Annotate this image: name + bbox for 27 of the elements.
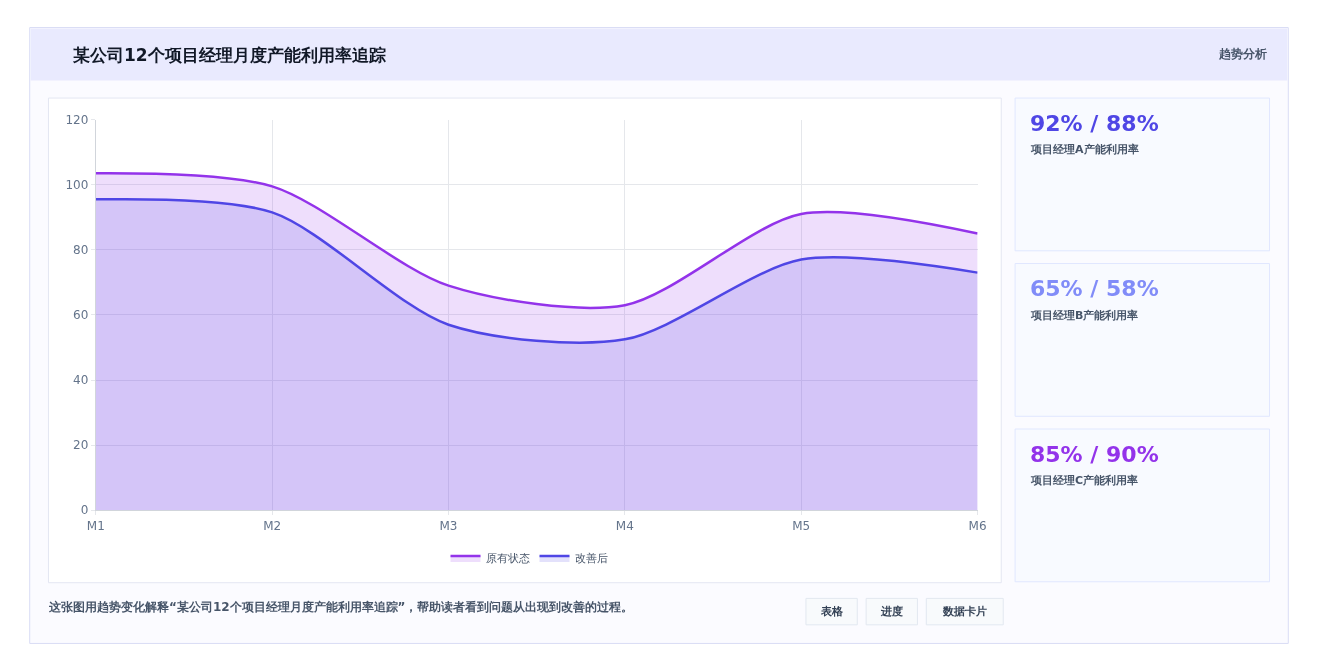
text: 表格 bbox=[820, 605, 844, 618]
legend-label: 改善后 bbox=[574, 552, 608, 566]
y-tick-label: 120 bbox=[65, 112, 89, 127]
x-tick-label: M2 bbox=[263, 518, 282, 533]
text: 85% / 90% bbox=[1030, 442, 1159, 467]
y-tick-label: 100 bbox=[65, 177, 89, 192]
y-tick-label: 60 bbox=[73, 308, 89, 323]
text: 65% / 58% bbox=[1030, 276, 1159, 301]
x-tick-label: M6 bbox=[968, 518, 987, 533]
text: 这张图用趋势变化解释“某公司12个项目经理月度产能利用率追踪”，帮助读者看到问题从出现到改善的过程。 bbox=[48, 600, 634, 614]
y-tick-label: 40 bbox=[73, 373, 89, 388]
text: 项目经理C产能利用率 bbox=[1030, 474, 1139, 487]
x-tick-label: M4 bbox=[615, 518, 634, 533]
x-tick-label: M1 bbox=[86, 518, 105, 533]
x-tick-label: M3 bbox=[439, 518, 458, 533]
text: 项目经理A产能利用率 bbox=[1030, 143, 1139, 156]
text: 趋势分析 bbox=[1218, 47, 1267, 61]
text: 项目经理B产能利用率 bbox=[1030, 309, 1139, 322]
chart-title: 某公司12个项目经理月度产能利用率追踪 bbox=[72, 45, 386, 65]
x-tick-label: M5 bbox=[792, 518, 811, 533]
y-tick-label: 0 bbox=[80, 503, 89, 518]
text: 数据卡片 bbox=[942, 605, 987, 618]
text: 进度 bbox=[880, 605, 903, 618]
y-tick-label: 80 bbox=[73, 243, 89, 258]
text: 92% / 88% bbox=[1030, 111, 1159, 136]
y-tick-label: 20 bbox=[73, 438, 89, 453]
legend-label: 原有状态 bbox=[485, 552, 530, 566]
